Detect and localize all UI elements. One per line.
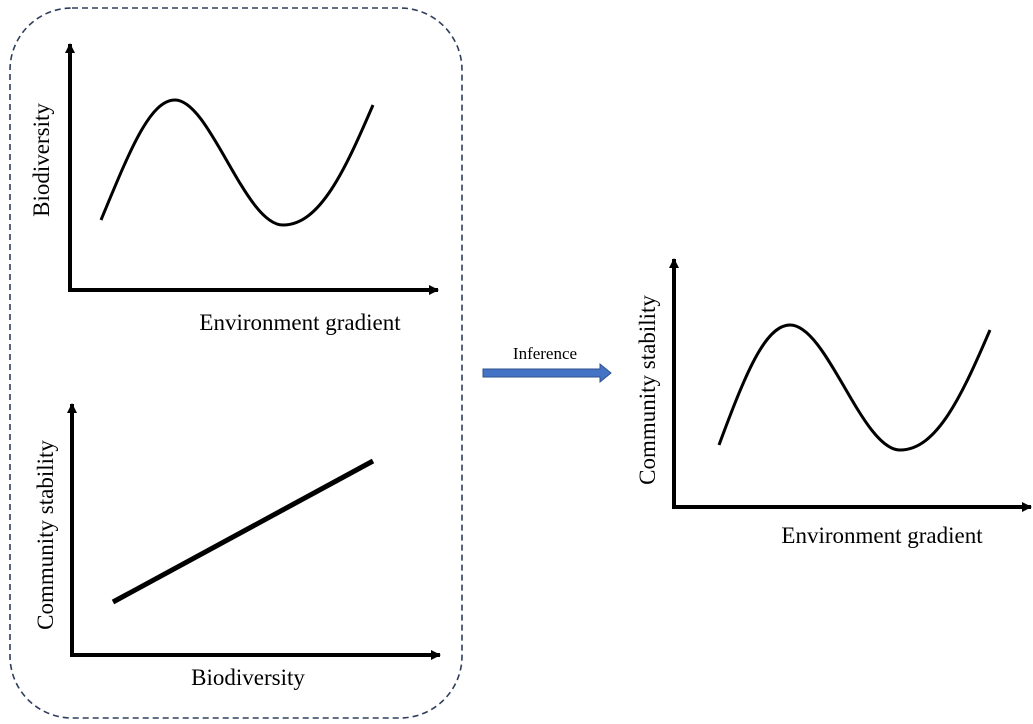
x-label: Biodiversity bbox=[191, 665, 305, 690]
panel: Environment gradient Community stability bbox=[635, 258, 1032, 548]
panel: Environment gradient Biodiversity bbox=[29, 43, 439, 335]
arrow-label: Inference bbox=[513, 344, 577, 363]
y-label: Community stability bbox=[33, 440, 58, 630]
curve bbox=[99, 98, 375, 227]
x-label: Environment gradient bbox=[199, 310, 401, 335]
x-label: Environment gradient bbox=[781, 523, 983, 548]
inference-arrow: Inference bbox=[482, 344, 612, 384]
y-label: Biodiversity bbox=[29, 103, 54, 217]
group-box bbox=[9, 7, 463, 719]
trend-line bbox=[111, 458, 375, 605]
panel: Biodiversity Community stability bbox=[33, 403, 441, 690]
y-label: Community stability bbox=[635, 295, 660, 485]
curve bbox=[717, 323, 992, 452]
arrow bbox=[482, 362, 612, 384]
